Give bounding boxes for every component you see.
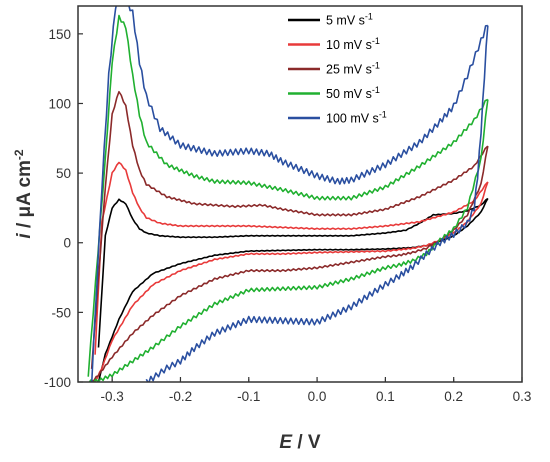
series-line-cathodic [145,25,489,382]
series-line-anodic [87,14,489,377]
series-layer [87,6,489,382]
legend-label: 10 mV s-1 [326,36,380,52]
x-axis-unit: / V [292,432,321,453]
legend-label: 50 mV s-1 [326,85,380,101]
series-line-anodic [90,6,489,382]
legend-label-text: 5 mV s [326,14,365,28]
series-line-cathodic [97,198,489,382]
y-tick-label: -100 [44,375,71,390]
legend-label-text: 25 mV s [326,63,372,77]
y-tick-label: -50 [51,305,71,320]
y-axis-unit: / μA cm [14,160,35,233]
y-axis-unit-exponent: -2 [12,149,26,160]
x-tick-label: -0.3 [101,389,124,404]
x-axis-variable: E [279,432,293,453]
series-line-anodic [90,90,489,369]
legend-label: 100 mV s-1 [326,110,387,126]
x-tick-label: 0.1 [376,389,395,404]
legend-label-exponent: -1 [372,61,380,71]
legend-label: 25 mV s-1 [326,61,380,77]
legend-label-exponent: -1 [372,36,380,46]
y-tick-label: 0 [63,236,71,251]
legend-label-text: 50 mV s [326,87,372,101]
series-line-anodic [97,197,489,348]
series-line-cathodic [88,99,489,382]
y-tick-label: 50 [56,166,71,181]
x-axis: -0.3 -0.2 -0.1 0.0 0.1 0.2 0.3 [101,377,532,404]
y-axis-variable: i [14,233,35,239]
legend-label-text: 100 mV s [326,112,379,126]
x-tick-label: 0.3 [513,389,532,404]
plot-frame [77,5,523,383]
y-tick-label: 150 [48,27,71,42]
x-axis-label: E / V [279,432,321,453]
x-tick-label: -0.2 [169,389,192,404]
series-line-cathodic [94,181,489,382]
series-line-anodic [94,161,489,355]
x-tick-label: -0.1 [237,389,260,404]
legend-label-exponent: -1 [379,110,387,120]
legend-label-text: 10 mV s [326,38,372,52]
x-tick-label: 0.0 [308,389,327,404]
legend-label-exponent: -1 [372,85,380,95]
legend-label-exponent: -1 [365,12,373,22]
y-tick-label: 100 [48,96,71,111]
legend-label: 5 mV s-1 [326,12,373,28]
y-axis-label: i / μA cm-2 [12,149,35,238]
series-line-cathodic [91,145,489,382]
x-tick-label: 0.2 [444,389,463,404]
y-axis: -100 -50 0 50 100 150 [44,27,83,390]
